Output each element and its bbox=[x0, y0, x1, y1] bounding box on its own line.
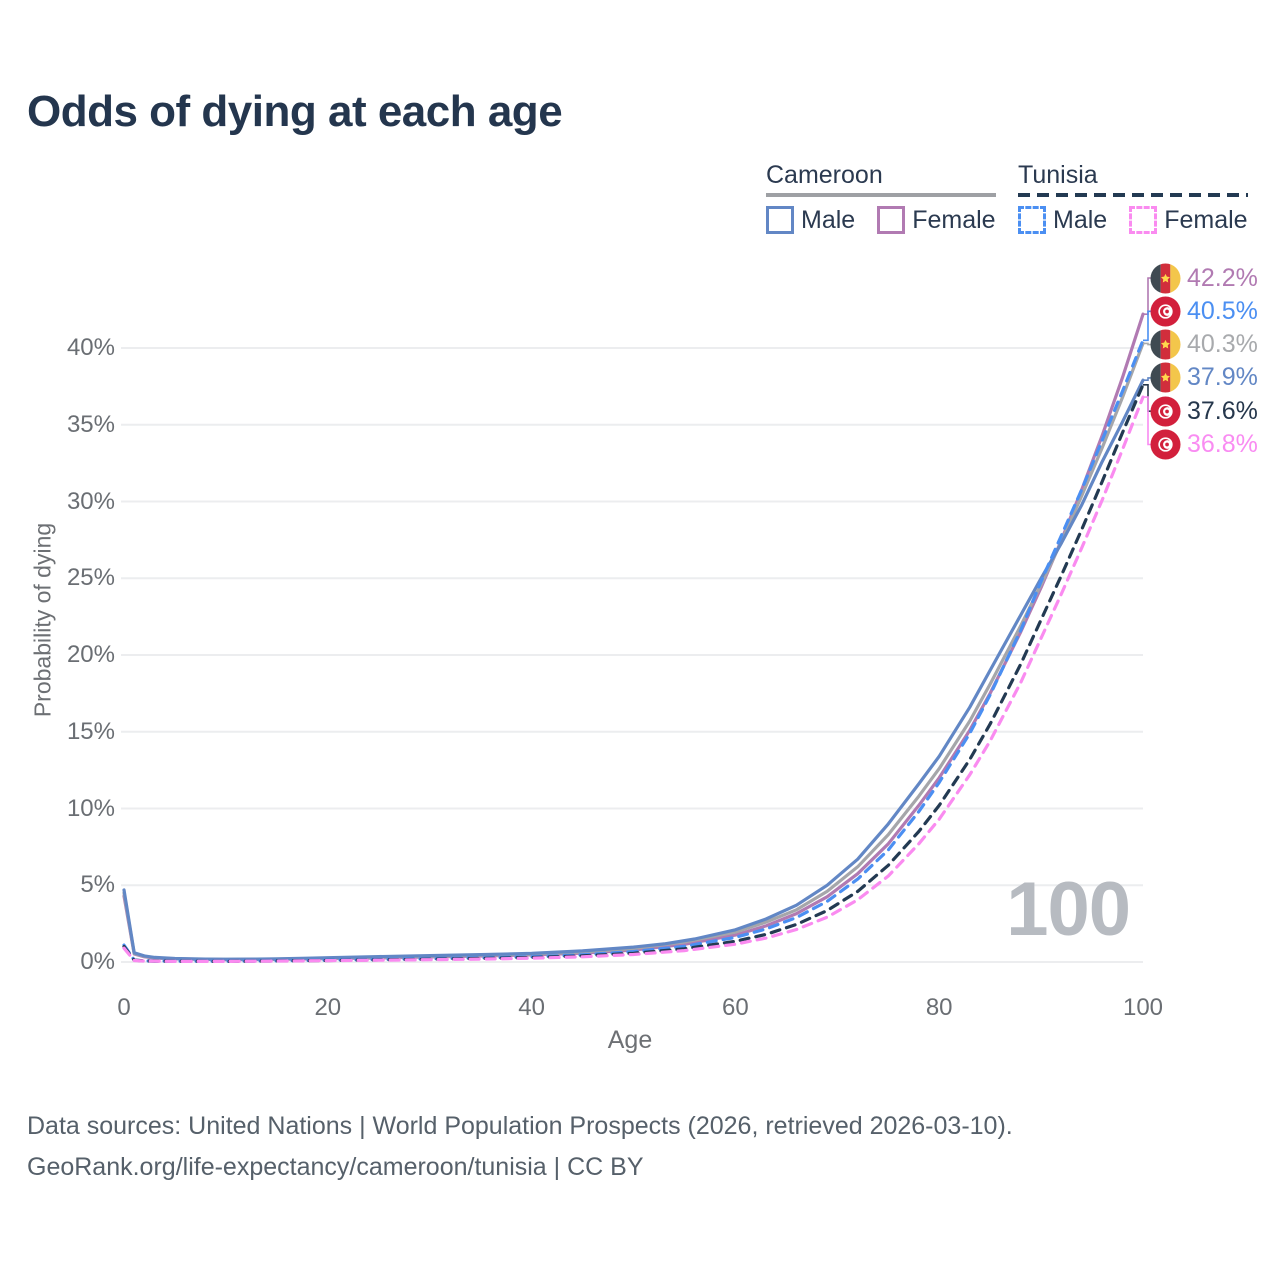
series-line-cameroon-male bbox=[122, 378, 1145, 961]
legend-group-cameroon: Cameroon Male Female bbox=[766, 161, 996, 235]
y-tick-label: 5% bbox=[80, 871, 115, 899]
cameroon-flag-icon bbox=[1150, 262, 1181, 294]
y-tick-label: 35% bbox=[66, 410, 115, 438]
end-label-connector bbox=[1143, 342, 1152, 346]
legend-item-tunisia-male[interactable]: Male bbox=[1018, 206, 1107, 235]
y-tick-label: 10% bbox=[66, 794, 115, 822]
x-tick-label: 0 bbox=[117, 994, 131, 1021]
series-line-tunisia-male bbox=[122, 338, 1145, 963]
end-label-connector bbox=[1143, 396, 1152, 446]
x-tick-label: 80 bbox=[925, 994, 953, 1021]
legend-item-label: Male bbox=[1053, 205, 1108, 234]
end-label-connector bbox=[1143, 310, 1152, 342]
tunisia-female-swatch-icon bbox=[1129, 206, 1158, 234]
legend-item-tunisia-female[interactable]: Female bbox=[1129, 205, 1248, 235]
footer: Data sources: United Nations | World Pop… bbox=[27, 1106, 1013, 1187]
legend-group-label-tunisia[interactable]: Tunisia bbox=[1018, 161, 1098, 189]
tunisia-flag-icon bbox=[1150, 296, 1181, 327]
series-line-tunisia-female bbox=[122, 395, 1145, 964]
legend-item-label: Male bbox=[801, 205, 856, 234]
data-source-text: Data sources: United Nations | World Pop… bbox=[27, 1112, 1013, 1140]
end-label-tunisia-female: 36.8% bbox=[1150, 429, 1258, 461]
y-tick-label: 40% bbox=[66, 334, 115, 361]
end-label-value: 36.8% bbox=[1187, 430, 1258, 458]
end-label-value: 40.5% bbox=[1187, 296, 1258, 325]
end-label-value: 37.9% bbox=[1187, 363, 1258, 392]
end-label-tunisia-both: 37.6% bbox=[1150, 395, 1258, 427]
chart-title: Odds of dying at each age bbox=[27, 87, 563, 136]
cameroon-flag-icon bbox=[1150, 362, 1181, 393]
attribution-text: GeoRank.org/life-expectancy/cameroon/tun… bbox=[27, 1152, 644, 1181]
y-axis-title: Probability of dying bbox=[29, 522, 56, 718]
tunisia-flag-icon bbox=[1150, 396, 1181, 427]
end-label-value: 37.6% bbox=[1187, 396, 1258, 425]
legend-item-cameroon-male[interactable]: Male bbox=[766, 206, 855, 235]
legend-item-cameroon-female[interactable]: Female bbox=[877, 205, 996, 235]
x-tick-label: 40 bbox=[518, 994, 545, 1021]
series-line-cameroon-both bbox=[122, 341, 1145, 962]
legend-item-label: Female bbox=[1164, 205, 1248, 234]
legend-group-tunisia: Tunisia Male Female bbox=[1018, 161, 1248, 235]
end-label-tunisia-male: 40.5% bbox=[1150, 295, 1258, 327]
end-label-cameroon-male: 37.9% bbox=[1150, 362, 1258, 394]
cameroon-female-swatch-icon bbox=[877, 206, 906, 234]
cameroon-male-swatch-icon bbox=[766, 206, 794, 234]
end-label-cameroon-female: 42.2% bbox=[1150, 262, 1258, 294]
end-label-value: 42.2% bbox=[1187, 263, 1258, 292]
legend-group-label-cameroon[interactable]: Cameroon bbox=[766, 161, 883, 189]
x-tick-label: 20 bbox=[314, 994, 342, 1021]
end-label-value: 40.3% bbox=[1187, 330, 1258, 359]
tunisia-male-swatch-icon bbox=[1018, 206, 1046, 234]
age-counter-watermark: 100 bbox=[1006, 867, 1131, 952]
end-label-connector bbox=[1143, 377, 1152, 381]
series-line-cameroon-female bbox=[122, 312, 1145, 962]
end-label-connector bbox=[1143, 277, 1152, 315]
y-tick-label: 0% bbox=[80, 948, 115, 975]
y-tick-label: 15% bbox=[66, 717, 115, 745]
legend-item-label: Female bbox=[912, 205, 996, 234]
x-axis-title: Age bbox=[607, 1026, 653, 1054]
y-tick-label: 20% bbox=[66, 641, 115, 668]
cameroon-flag-icon bbox=[1150, 329, 1181, 360]
legend-underline-tunisia bbox=[1018, 192, 1248, 197]
end-label-cameroon-both: 40.3% bbox=[1150, 329, 1258, 361]
legend-underline-cameroon bbox=[766, 192, 996, 197]
x-tick-label: 100 bbox=[1122, 994, 1164, 1021]
y-tick-label: 25% bbox=[66, 564, 115, 592]
x-tick-label: 60 bbox=[722, 994, 749, 1021]
y-tick-label: 30% bbox=[66, 487, 115, 515]
tunisia-flag-icon bbox=[1150, 429, 1181, 460]
